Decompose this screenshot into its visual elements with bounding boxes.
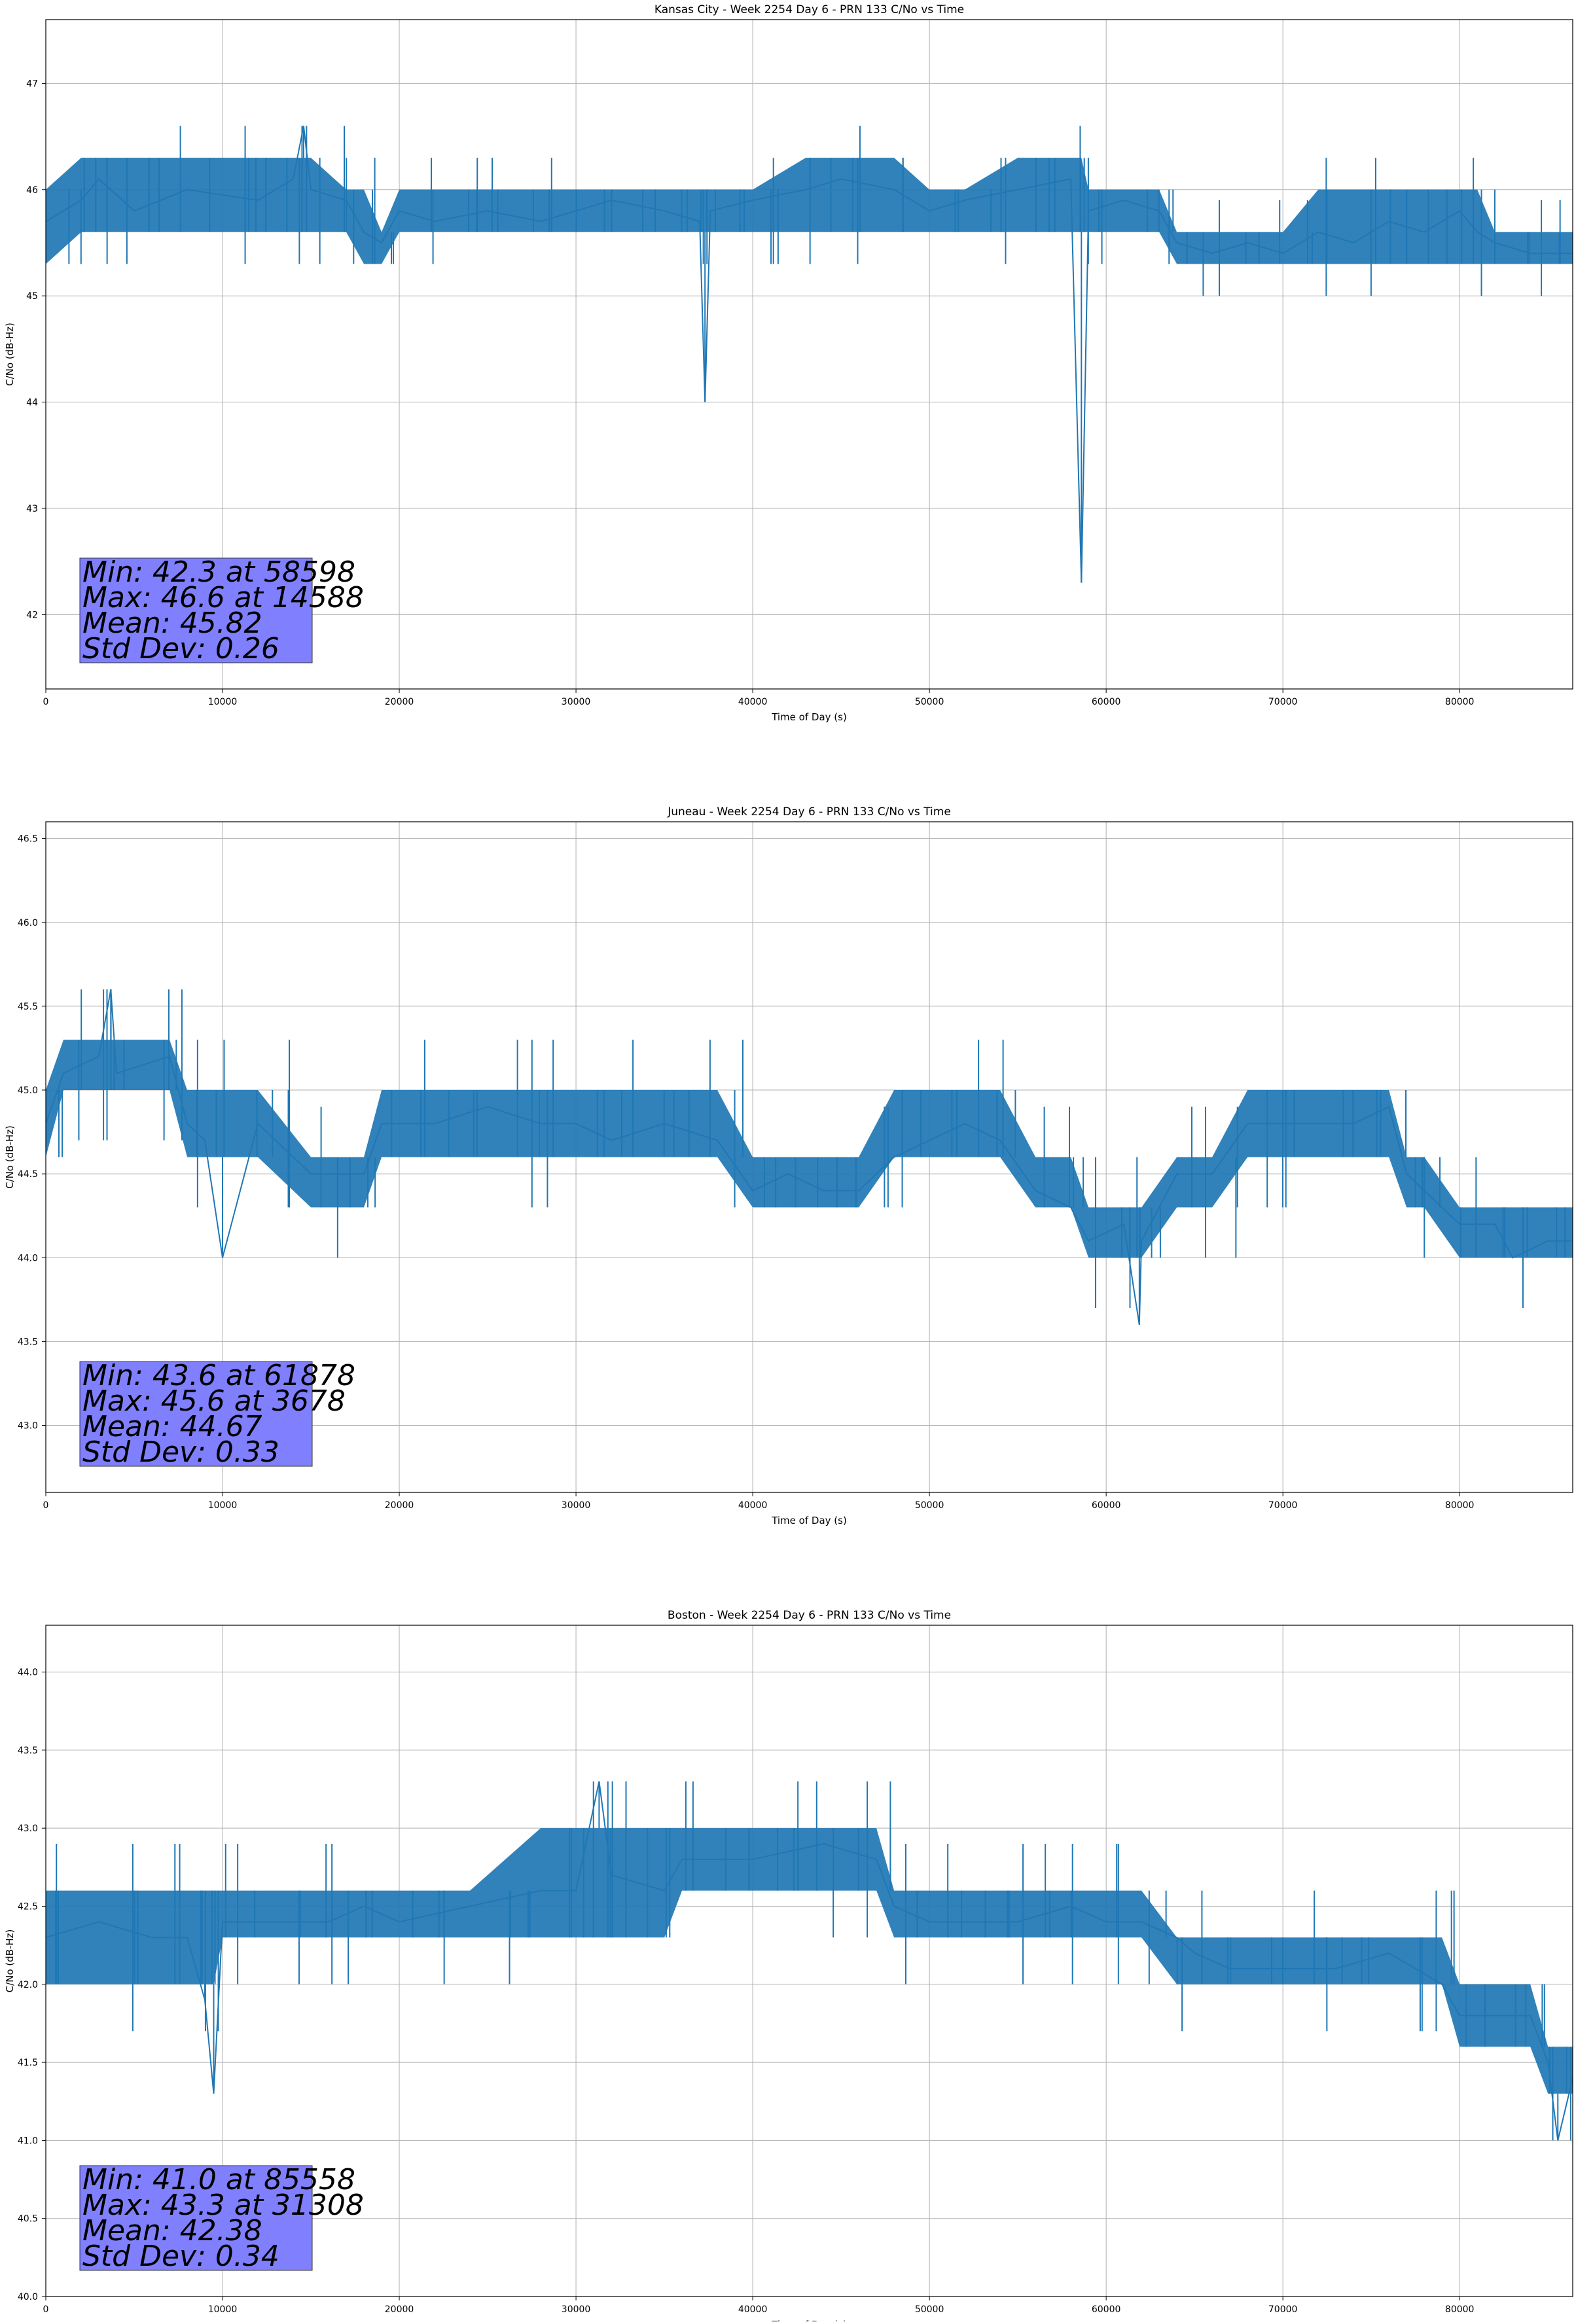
stats-std: Std Dev: 0.33: [82, 1435, 279, 1469]
x-tick-label: 10000: [208, 2304, 238, 2315]
stats-max: Max: 46.6 at 14588: [82, 581, 364, 614]
stats-box-background: [79, 2165, 313, 2271]
axes-frame: [45, 821, 1573, 1493]
y-tick-label: 43.0: [18, 1421, 38, 1432]
stats-mean: Mean: 42.38: [82, 2214, 262, 2247]
x-tick-label: 40000: [738, 2304, 768, 2315]
y-tick-label: 40.0: [18, 2292, 38, 2302]
x-tick-label: 80000: [1445, 697, 1475, 707]
x-tick-label: 0: [43, 2304, 49, 2315]
stats-min: Min: 41.0 at 85558: [82, 2163, 355, 2196]
y-tick-label: 46: [26, 185, 38, 196]
x-tick-label: 70000: [1268, 2304, 1298, 2315]
stats-box-background: [79, 557, 313, 663]
x-tick-label: 40000: [738, 1500, 768, 1511]
series-band: [46, 1828, 1573, 2094]
stats-mean: Mean: 45.82: [82, 607, 262, 640]
stats-std: Std Dev: 0.26: [82, 632, 279, 665]
x-tick-label: 20000: [385, 1500, 414, 1511]
x-tick-label: 0: [43, 1500, 49, 1511]
x-axis-label: Time of Day (s): [771, 711, 847, 723]
x-tick-label: 0: [43, 697, 49, 707]
y-tick-label: 40.5: [18, 2214, 38, 2225]
stats-mean: Mean: 44.67: [82, 1410, 262, 1443]
chart-panel-0: 0 10000 20000 30000 40000 50000 60000 70000 8000…: [4, 3, 1573, 723]
chart-title: Kansas City - Week 2254 Day 6 - PRN 133 …: [654, 3, 964, 16]
x-tick-label: 70000: [1268, 697, 1298, 707]
y-tick-label: 42: [26, 610, 38, 620]
x-tick-label: 70000: [1268, 1500, 1298, 1511]
y-axis-label: C/No (dB-Hz): [4, 323, 16, 386]
y-tick-label: 42.0: [18, 1980, 38, 1990]
y-tick-label: 44.0: [18, 1668, 38, 1678]
chart-title: Juneau - Week 2254 Day 6 - PRN 133 C/No …: [667, 805, 951, 819]
y-tick-label: 45.0: [18, 1085, 38, 1096]
series-line: [46, 126, 1573, 583]
x-tick-label: 60000: [1092, 1500, 1121, 1511]
x-axis-label: Time of Day (s): [771, 1515, 847, 1526]
stats-max: Max: 43.3 at 31308: [82, 2189, 364, 2222]
series-group: [46, 1781, 1573, 2141]
stats-box-background: [79, 1361, 313, 1467]
y-tick-label: 44.5: [18, 1169, 38, 1180]
x-tick-label: 10000: [208, 1500, 238, 1511]
y-tick-label: 47: [26, 79, 38, 89]
y-tick-label: 43.5: [18, 1337, 38, 1347]
x-axis-label: Time of Day (s): [771, 2319, 847, 2321]
y-tick-label: 44.0: [18, 1253, 38, 1263]
series-line: [46, 1781, 1573, 2141]
x-tick-label: 50000: [915, 2304, 944, 2315]
axes-frame: [45, 19, 1573, 690]
x-tick-label: 20000: [385, 697, 414, 707]
x-tick-label: 80000: [1445, 2304, 1475, 2315]
y-tick-label: 44: [26, 398, 38, 408]
y-tick-label: 43: [26, 504, 38, 514]
chart-panel-2: 0 10000 20000 30000 40000 50000 60000 70000 8000…: [4, 1609, 1573, 2324]
x-tick-label: 30000: [562, 2304, 591, 2315]
y-tick-label: 43.0: [18, 1823, 38, 1834]
axes-frame: [45, 1625, 1573, 2297]
y-axis-label: C/No (dB-Hz): [4, 1929, 16, 1993]
x-tick-label: 20000: [385, 2304, 414, 2315]
y-tick-label: 45: [26, 291, 38, 302]
stats-min: Min: 43.6 at 61878: [82, 1359, 355, 1392]
x-tick-label: 40000: [738, 697, 768, 707]
chart-title: Boston - Week 2254 Day 6 - PRN 133 C/No …: [668, 1609, 951, 1622]
series-band: [46, 1040, 1573, 1258]
stats-max: Max: 45.6 at 3678: [82, 1384, 346, 1418]
y-tick-label: 41.5: [18, 2058, 38, 2068]
y-tick-label: 41.0: [18, 2136, 38, 2146]
series-group: [46, 126, 1573, 583]
x-tick-label: 60000: [1092, 697, 1121, 707]
series-group: [46, 989, 1573, 1325]
x-tick-label: 50000: [915, 1500, 944, 1511]
y-axis-label: C/No (dB-Hz): [4, 1125, 16, 1189]
y-tick-label: 46.5: [18, 834, 38, 845]
x-tick-label: 30000: [562, 1500, 591, 1511]
series-band: [46, 158, 1573, 264]
y-tick-label: 42.5: [18, 1901, 38, 1912]
x-tick-label: 60000: [1092, 2304, 1121, 2315]
y-tick-label: 43.5: [18, 1746, 38, 1756]
x-tick-label: 10000: [208, 697, 238, 707]
x-tick-label: 30000: [562, 697, 591, 707]
stats-std: Std Dev: 0.34: [82, 2240, 279, 2273]
x-tick-label: 50000: [915, 697, 944, 707]
y-tick-label: 46.0: [18, 918, 38, 928]
stats-min: Min: 42.3 at 58598: [82, 555, 355, 589]
y-tick-label: 45.5: [18, 1002, 38, 1012]
x-tick-label: 80000: [1445, 1500, 1475, 1511]
chart-panel-1: 0 10000 20000 30000 40000 50000 60000 70000 8000…: [4, 805, 1573, 1526]
series-line: [46, 989, 1573, 1325]
